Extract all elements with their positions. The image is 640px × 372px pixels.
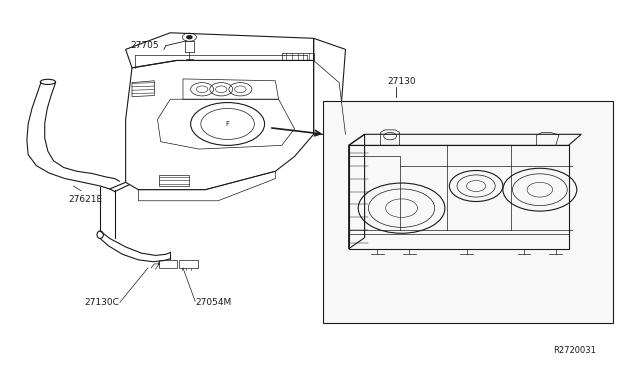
Bar bbox=[349, 157, 399, 230]
Bar bbox=[179, 260, 198, 268]
Bar bbox=[323, 101, 613, 323]
Circle shape bbox=[187, 36, 192, 39]
Bar bbox=[159, 260, 177, 268]
Text: 27130C: 27130C bbox=[84, 298, 119, 307]
Text: 27054M: 27054M bbox=[196, 298, 232, 307]
Text: F: F bbox=[226, 121, 230, 127]
Bar bbox=[349, 234, 568, 249]
Text: 27130: 27130 bbox=[387, 77, 415, 86]
Text: R2720031: R2720031 bbox=[554, 346, 596, 355]
Text: 27705: 27705 bbox=[131, 41, 159, 50]
Text: 27621E: 27621E bbox=[68, 195, 102, 204]
